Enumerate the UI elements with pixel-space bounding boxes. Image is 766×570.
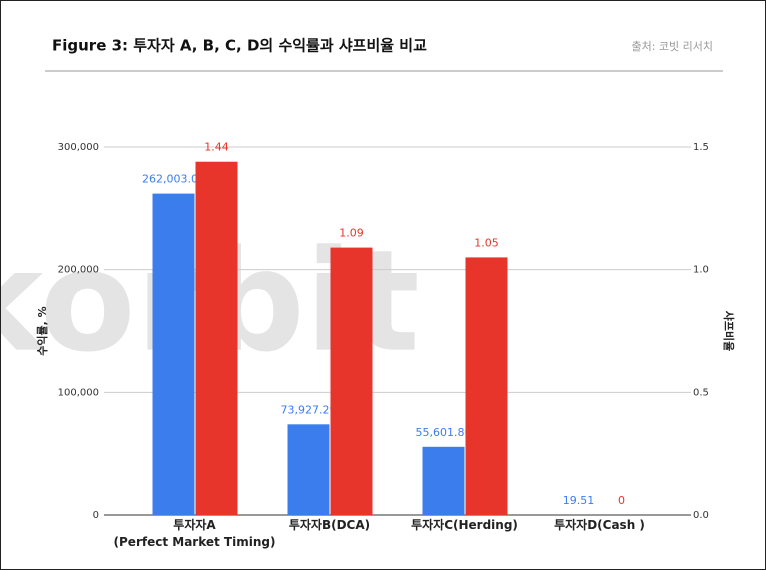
x-tick-label: 투자자A (Perfect Market Timing) bbox=[113, 518, 276, 549]
bar bbox=[330, 247, 373, 515]
y2-tick-label: 0.5 bbox=[693, 387, 709, 398]
y-tick-label: 200,000 bbox=[58, 265, 99, 276]
data-label: 19.51 bbox=[563, 494, 595, 507]
data-label: 1.09 bbox=[339, 227, 364, 240]
y2-tick-label: 1.0 bbox=[693, 265, 709, 276]
bar bbox=[152, 193, 195, 515]
y2-tick-label: 1.5 bbox=[693, 142, 709, 153]
y2-axis-label: 샤프비율 bbox=[722, 311, 736, 351]
y2-tick-label: 0.0 bbox=[693, 510, 709, 521]
y-tick-label: 0 bbox=[93, 510, 99, 521]
data-label: 1.44 bbox=[204, 141, 229, 154]
bar bbox=[422, 446, 465, 515]
data-label: 0 bbox=[618, 494, 625, 507]
y-axis-label: 수익률, % bbox=[36, 306, 49, 355]
data-label: 262,003.04 bbox=[142, 173, 205, 186]
chart-title: Figure 3: 투자자 A, B, C, D의 수익률과 샤프비율 비교 bbox=[52, 37, 427, 55]
y-tick-label: 300,000 bbox=[58, 142, 99, 153]
bar bbox=[465, 257, 508, 515]
data-label: 1.05 bbox=[474, 236, 499, 249]
data-label: 55,601.86 bbox=[416, 426, 472, 439]
x-tick-label: 투자자B(DCA) bbox=[288, 518, 371, 532]
bar bbox=[287, 424, 330, 515]
y-tick-label: 100,000 bbox=[58, 387, 99, 398]
data-label: 73,927.29 bbox=[281, 403, 337, 416]
x-tick-label: 투자자C(Herding) bbox=[411, 518, 518, 532]
source: 출처: 코빗 리서치 bbox=[631, 40, 713, 53]
bar bbox=[195, 161, 238, 515]
x-tick-label: 투자자D(Cash ) bbox=[554, 518, 645, 532]
